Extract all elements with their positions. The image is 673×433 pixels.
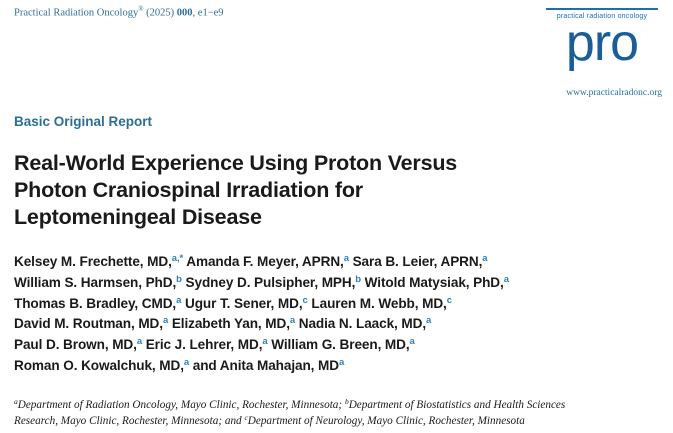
author-name: Eric J. Lehrer, MD, xyxy=(142,337,263,353)
affiliation-link[interactable]: a xyxy=(343,253,349,264)
author-name: David M. Routman, MD, xyxy=(14,316,163,332)
author-name: Witold Matysiak, PhD, xyxy=(361,274,504,290)
registered-mark: ® xyxy=(138,5,144,13)
affiliation-link[interactable]: b xyxy=(355,273,361,285)
author-name: Nadia N. Laack, MD, xyxy=(295,316,427,332)
affiliation-text: Research, Mayo Clinic, Rochester, Minnes… xyxy=(14,415,245,427)
affiliation-link[interactable]: a xyxy=(482,253,488,264)
affiliation-text: Department of Radiation Oncology, Mayo C… xyxy=(17,399,345,411)
affiliation-text: Department of Neurology, Mayo Clinic, Ro… xyxy=(247,415,525,427)
affiliation-text: Department of Biostatistics and Health S… xyxy=(348,399,566,411)
affiliation-link[interactable]: a xyxy=(503,273,509,285)
author-line: Kelsey M. Frechette, MD,a,* Amanda F. Me… xyxy=(14,252,664,273)
affiliation-link[interactable]: a xyxy=(136,336,143,348)
journal-logo: practical radiation oncology pro www.pra… xyxy=(546,8,662,100)
affiliation-link[interactable]: a xyxy=(426,315,432,327)
author-name: Thomas B. Bradley, CMD, xyxy=(14,295,177,311)
journal-name: Practical Radiation Oncology xyxy=(14,7,139,19)
logo-rule xyxy=(546,8,658,10)
author-name: and Anita Mahajan, MD xyxy=(189,357,339,373)
author-name: Kelsey M. Frechette, MD, xyxy=(14,254,172,269)
author-list: Kelsey M. Frechette, MD,a,* Amanda F. Me… xyxy=(14,252,664,377)
affiliation-link[interactable]: c xyxy=(302,294,308,306)
affiliation-link[interactable]: a xyxy=(409,336,415,348)
author-name: Ugur T. Sener, MD, xyxy=(181,295,303,311)
author-name: Elizabeth Yan, MD, xyxy=(168,316,290,332)
author-name: Roman O. Kowalchuk, MD, xyxy=(14,357,184,373)
author-name: Sara B. Leier, APRN, xyxy=(348,254,483,269)
author-name: William S. Harmsen, PhD, xyxy=(14,274,177,290)
affiliation-link[interactable]: b xyxy=(176,273,182,285)
affiliation-line: aDepartment of Radiation Oncology, Mayo … xyxy=(14,397,664,413)
affiliation-link[interactable]: a xyxy=(338,356,345,368)
journal-url-link[interactable]: www.practicalradonc.org xyxy=(566,88,662,98)
affiliation-link[interactable]: a xyxy=(183,356,190,368)
article-title: Real-World Experience Using Proton Versu… xyxy=(14,150,574,231)
affiliation-marker: c xyxy=(244,413,248,422)
title-line: Photon Craniospinal Irradiation for xyxy=(14,178,363,202)
author-line: Thomas B. Bradley, CMD,a Ugur T. Sener, … xyxy=(14,294,664,315)
logo-small-text: practical radiation oncology xyxy=(556,13,648,20)
affiliation-link[interactable]: a,* xyxy=(171,253,184,264)
affiliation-link[interactable]: a xyxy=(262,336,268,348)
author-name: William G. Breen, MD, xyxy=(267,337,410,353)
affiliations: aDepartment of Radiation Oncology, Mayo … xyxy=(14,397,664,429)
journal-volume: 000 xyxy=(176,7,193,19)
journal-pages: e1−e9 xyxy=(197,7,224,19)
author-line: William S. Harmsen, PhD,b Sydney D. Puls… xyxy=(14,273,664,294)
author-line: Paul D. Brown, MD,a Eric J. Lehrer, MD,a… xyxy=(14,335,664,356)
affiliation-link[interactable]: a xyxy=(162,315,169,327)
affiliation-marker: b xyxy=(344,397,349,406)
author-name: Paul D. Brown, MD, xyxy=(14,337,137,353)
author-name: Amanda F. Meyer, APRN, xyxy=(183,254,344,269)
affiliation-link[interactable]: a xyxy=(176,294,182,306)
author-name: Sydney D. Pulsipher, MPH, xyxy=(181,274,356,290)
affiliation-line: Research, Mayo Clinic, Rochester, Minnes… xyxy=(14,413,664,429)
author-name: Lauren M. Webb, MD, xyxy=(307,295,447,311)
title-line: Leptomeningeal Disease xyxy=(14,205,262,229)
affiliation-link[interactable]: a xyxy=(289,315,296,327)
author-line: David M. Routman, MD,a Elizabeth Yan, MD… xyxy=(14,314,664,335)
author-line: Roman O. Kowalchuk, MD,a and Anita Mahaj… xyxy=(14,356,664,377)
logo-wordmark: pro xyxy=(565,14,639,72)
journal-year: (2025) xyxy=(146,7,175,19)
article-type: Basic Original Report xyxy=(14,114,153,129)
affiliation-marker: a xyxy=(14,397,18,406)
affiliation-link[interactable]: c xyxy=(446,294,452,306)
journal-citation: Practical Radiation Oncology® (2025) 000… xyxy=(14,5,224,19)
title-line: Real-World Experience Using Proton Versu… xyxy=(14,151,458,175)
